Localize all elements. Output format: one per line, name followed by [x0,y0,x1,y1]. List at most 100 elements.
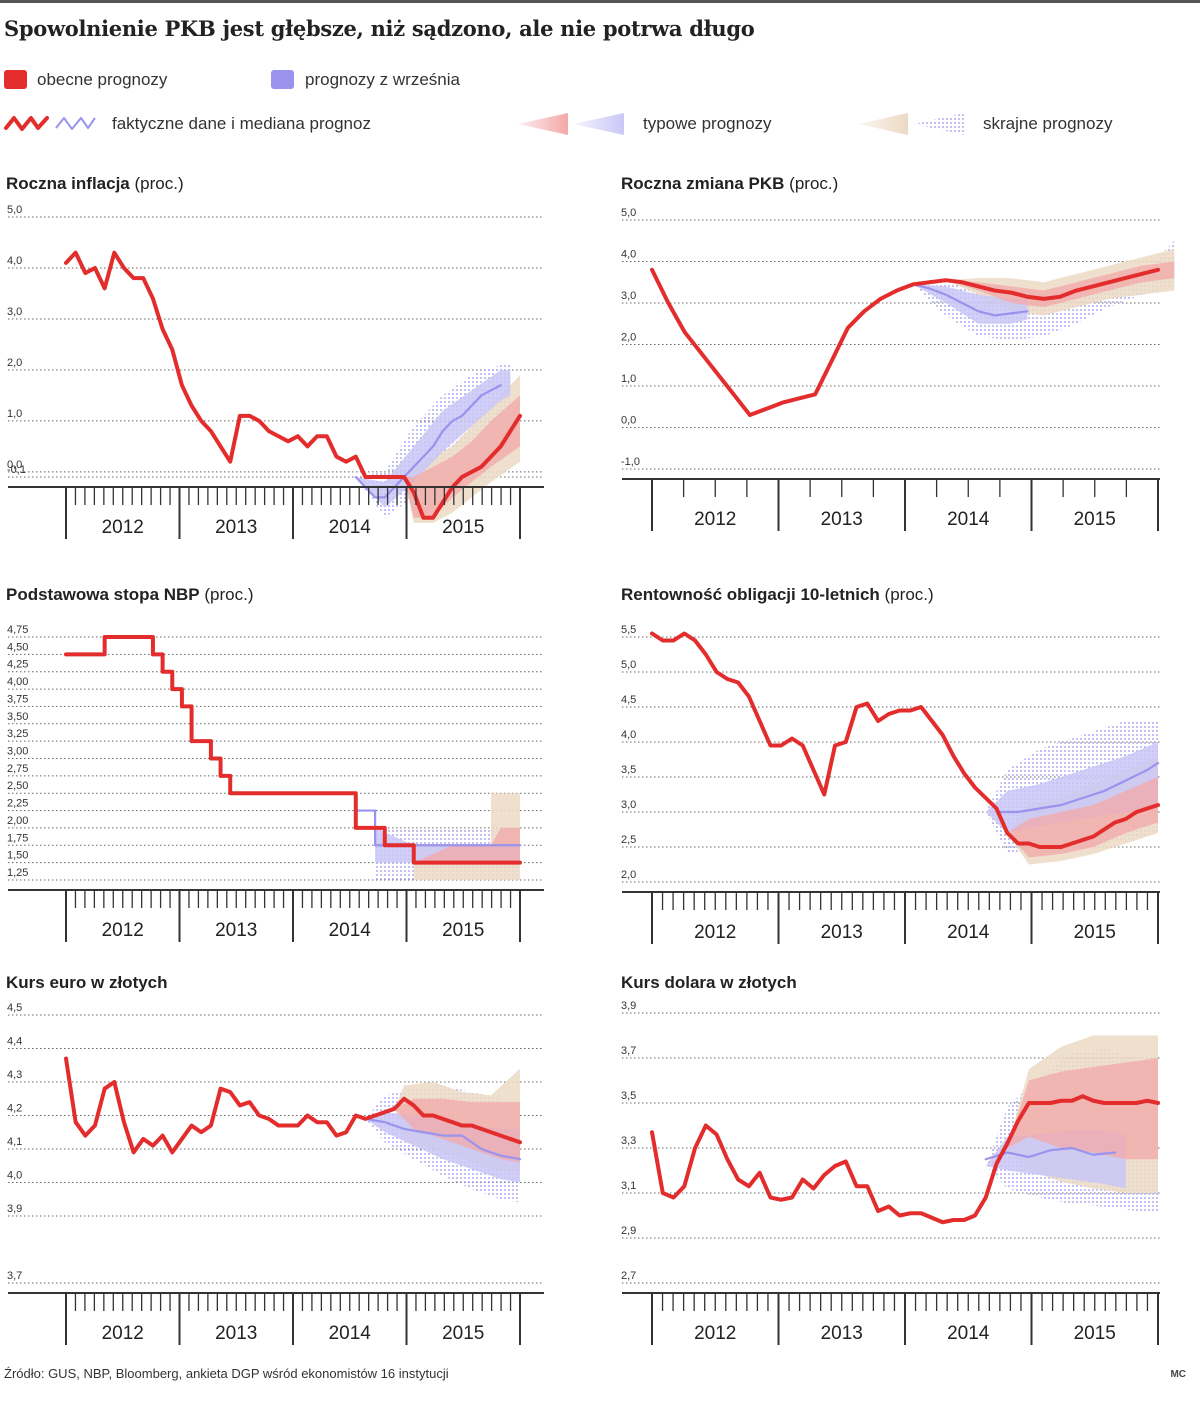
y-tick-label: 2,0 [621,869,636,881]
y-tick-label: 2,0 [621,332,636,344]
x-year-label: 2014 [329,517,372,538]
y-tick-label: -1,0 [621,456,640,468]
x-year-label: 2012 [694,509,736,530]
legend-extreme-label: skrajne prognozy [983,114,1113,133]
chart-inflation: 5,0 4,0 3,0 2,0 1,0 0,0-0,1 2012 2013 2014 2015 [7,204,544,539]
x-year-label: 2013 [215,920,257,941]
y-tick-label: 3,0 [621,290,636,302]
x-year-label: 2012 [694,922,736,943]
y-tick-label: 3,5 [621,1090,636,1102]
chart-eur-pln: 4,5 4,4 4,3 4,2 4,1 4,0 3,9 3,7 2012 2013 2014 2015 [7,1002,544,1345]
y-tick-label: 5,5 [621,624,636,636]
panel-title-unit: (proc.) [199,585,254,604]
legend-typical-current-icon [518,113,568,135]
page-title: Spowolnienie PKB jest głębsze, niż sądzo… [4,16,755,41]
actual-and-median-line [650,267,1160,418]
panel-title-unit: (proc.) [129,174,184,193]
legend-red-line-icon [4,116,49,131]
y-tick-label: 4,1 [7,1136,22,1148]
x-year-label: 2014 [947,922,990,943]
x-year-label: 2013 [821,509,863,530]
y-tick-label: 5,0 [621,659,636,671]
y-tick-label: 1,0 [621,373,636,385]
source-note: Źródło: GUS, NBP, Bloomberg, ankieta DGP… [4,1366,449,1381]
legend-september-swatch [271,70,294,89]
legend-september-label: prognozy z września [305,70,460,89]
y-tick-label: 0,0 [621,415,636,427]
y-tick-label: 0,0 [7,459,22,471]
legend-extreme-current-icon [858,113,908,135]
september-median-line [995,761,1160,814]
y-tick-label: 5,0 [621,207,636,219]
y-tick-label: 4,5 [7,1002,22,1014]
x-year-label: 2013 [821,922,863,943]
actual-and-median-line [64,1056,522,1155]
x-year-label: 2014 [329,1323,372,1344]
x-year-label: 2012 [102,1323,144,1344]
y-tick-label: 2,00 [7,815,28,827]
x-year-label: 2012 [102,517,144,538]
y-tick-label: 4,0 [7,255,22,267]
y-tick-label: 4,75 [7,624,28,636]
panel-title-inflation: Roczna inflacja (proc.) [6,174,184,194]
september-median-line [912,283,1029,317]
panel-title-bold: Rentowność obligacji 10-letnich [621,585,880,604]
panel-title-bold: Podstawowa stopa NBP [6,585,200,604]
x-year-label: 2012 [102,920,144,941]
x-year-label: 2015 [442,1323,484,1344]
y-tick-label: 4,50 [7,641,28,653]
legend-line-icons [4,116,96,131]
x-year-label: 2015 [442,517,484,538]
y-tick-label: 3,00 [7,746,28,758]
y-tick-label: 3,0 [7,306,22,318]
x-year-label: 2015 [442,920,484,941]
current-typical-band [1007,777,1158,858]
y-tick-label: 4,4 [7,1036,22,1048]
x-year-label: 2014 [947,509,990,530]
actual-and-median-line [64,635,522,865]
author-initials: MC [1170,1369,1186,1380]
y-tick-label: 3,9 [621,1000,636,1012]
panel-title-gdp: Roczna zmiana PKB (proc.) [621,174,838,194]
legend-current-label: obecne prognozy [37,70,168,89]
panel-title-unit: (proc.) [784,174,839,193]
current-typical-band [945,261,1175,308]
panel-title-bold: Kurs dolara w złotych [621,973,797,992]
legend-extreme-september-icon [914,113,964,135]
y-tick-label: 1,50 [7,850,28,862]
y-tick-label: 4,5 [621,694,636,706]
current-typical-band [413,827,520,863]
y-tick-label: 3,25 [7,728,28,740]
september-median-line [984,1146,1117,1161]
panel-title-unit: (proc.) [879,585,934,604]
panel-title-bold: Kurs euro w złotych [6,973,168,992]
y-tick-label: 3,7 [7,1270,22,1282]
chart-gdp: 5,0 4,0 3,0 2,0 1,0 0,0 -1,0 2012 2013 2014 2015 [621,207,1175,531]
y-tick-label: 3,50 [7,711,28,723]
y-tick-label: 3,75 [7,693,28,705]
panel-title-bold: Roczna zmiana PKB [621,174,785,193]
legend-extreme-icons [858,113,964,135]
legend-violet-line-icon [55,117,96,130]
y-tick-label: 2,7 [621,1270,636,1282]
y-tick-label: 4,0 [7,1170,22,1182]
x-year-label: 2013 [821,1323,863,1344]
x-year-label: 2014 [329,920,372,941]
y-tick-label: 3,5 [621,764,636,776]
y-tick-label: 1,0 [7,408,22,420]
september-median-line [354,384,502,499]
legend-typical-icons [518,113,624,135]
y-tick-label: 3,9 [7,1203,22,1215]
y-tick-label: 2,9 [621,1225,636,1237]
current-typical-band [1007,1058,1158,1160]
y-tick-label: 4,00 [7,676,28,688]
legend-typical-label: typowe prognozy [643,114,772,133]
y-tick-label: 2,0 [7,357,22,369]
y-tick-label: 2,50 [7,780,28,792]
y-tick-label: 4,25 [7,659,28,671]
y-tick-label: 3,7 [621,1045,636,1057]
chart-bond-yield: 5,5 5,0 4,5 4,0 3,5 3,0 2,5 2,0 2012 2013 2014 2015 [621,624,1160,944]
panel-title-bold: Roczna inflacja [6,174,130,193]
legend-actual-label: faktyczne dane i mediana prognoz [112,114,371,133]
panel-title-bond-yield: Rentowność obligacji 10-letnich (proc.) [621,585,934,605]
